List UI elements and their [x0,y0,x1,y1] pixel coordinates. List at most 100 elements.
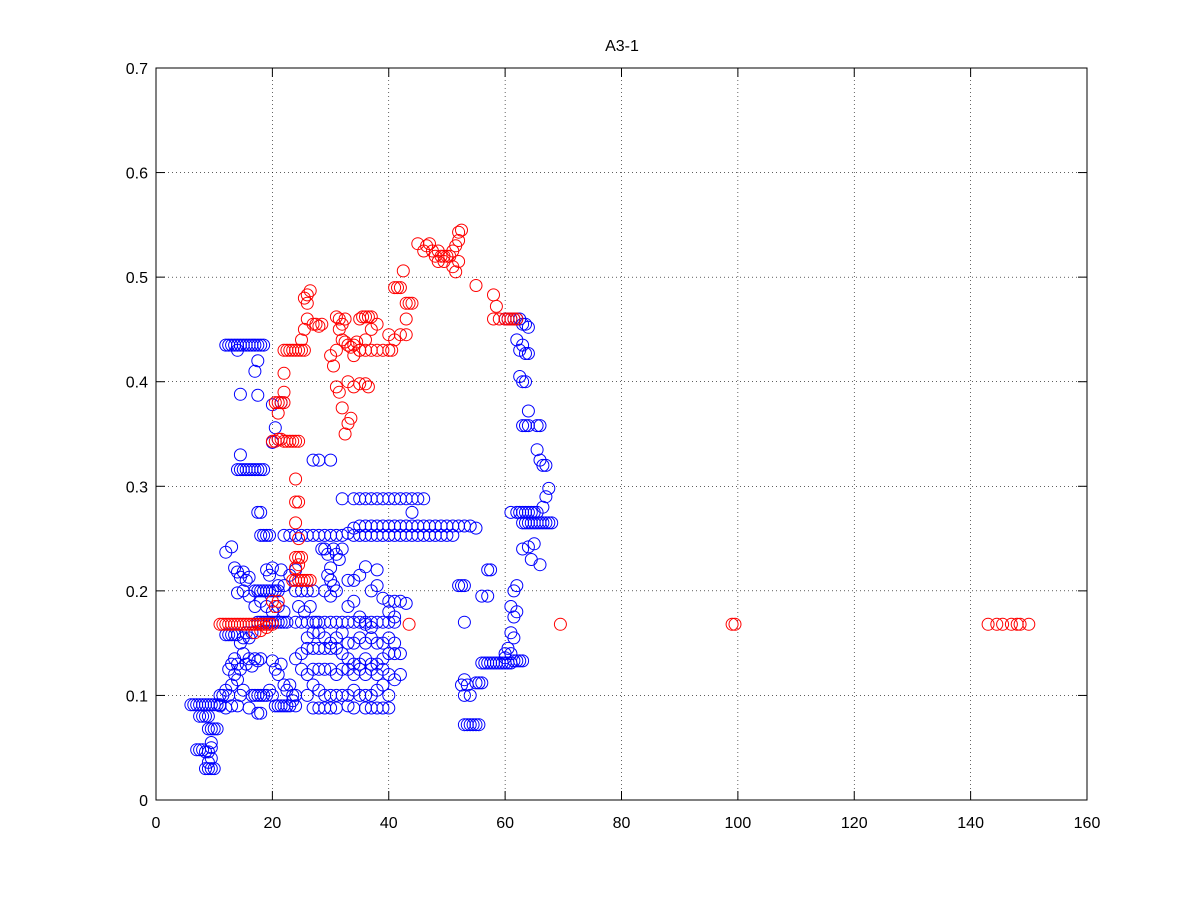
data-point [472,676,486,690]
data-point [332,553,346,566]
data-point [539,490,553,504]
data-point [263,568,276,582]
data-point [254,528,268,542]
data-point [423,237,436,251]
data-point [324,589,338,603]
data-point [341,636,355,650]
data-point [283,434,297,448]
data-point [289,343,303,357]
data-point [225,540,239,554]
data-point [440,528,454,542]
data-point [268,396,282,410]
data-point [289,434,303,448]
x-tick-label: 60 [496,815,514,832]
data-point [295,343,308,357]
data-point [417,492,431,506]
data-point [277,396,291,410]
data-point [260,621,274,634]
data-point [300,584,314,598]
data-point [376,701,390,715]
data-point [335,662,349,676]
data-point [457,579,471,593]
data-point [303,600,317,613]
data-point [248,364,262,378]
data-point [469,676,483,690]
data-point [274,657,288,671]
data-point [484,563,498,577]
data-point [251,388,265,402]
data-point [524,505,538,519]
data-point [359,560,372,574]
data-point [329,343,343,357]
data-point [295,333,308,347]
data-point [248,338,262,352]
data-point [318,662,332,676]
data-point [728,617,742,631]
data-point [231,343,244,357]
x-tick-label: 20 [263,815,281,832]
data-point [251,688,265,702]
data-point [335,492,349,506]
data-point [388,281,402,295]
y-tick-label: 0.6 [126,166,148,183]
data-point [530,419,544,433]
data-point [295,550,308,564]
data-point [1004,617,1018,631]
data-point [521,320,535,334]
data-point [533,558,547,572]
data-point [332,312,346,326]
data-point [516,419,530,433]
data-point [251,463,265,477]
data-point [289,550,303,564]
data-point [519,419,532,433]
data-point [289,516,303,530]
data-point [254,706,268,720]
data-point [539,458,553,472]
data-point [519,347,532,360]
data-point [309,317,323,331]
data-point [516,375,530,389]
y-tick-label: 0.1 [126,688,148,705]
data-point [391,281,404,295]
data-point [455,579,468,593]
data-point [475,589,489,603]
data-point [536,458,550,472]
data-point [350,335,364,349]
y-tick-label: 0 [139,793,148,810]
y-tick-label: 0.2 [126,584,148,601]
data-point [457,615,471,629]
data-point [309,615,323,629]
data-point [286,688,300,702]
data-point [388,636,402,650]
data-point [204,762,218,776]
y-tick-label: 0.4 [126,375,148,392]
data-point [507,610,521,624]
data-point [527,505,541,519]
data-point [513,654,527,668]
data-point [545,516,559,530]
data-point [300,288,314,302]
data-point [527,537,541,551]
data-point [469,718,483,732]
data-point [449,265,463,279]
data-point [501,312,515,326]
data-point [382,343,396,357]
data-point [446,528,460,542]
data-point [289,495,303,509]
data-point [507,312,521,326]
data-point [411,237,425,251]
data-point [370,579,384,593]
data-point [204,741,218,755]
x-tick-label: 40 [380,815,398,832]
data-point [996,617,1010,631]
data-point [411,492,425,506]
data-point [201,709,215,723]
data-point [405,296,419,310]
data-point [277,385,291,399]
data-point [481,589,495,603]
data-point [292,343,306,357]
data-point [507,654,521,668]
data-point [251,505,265,519]
data-point [338,312,352,326]
data-point [341,338,355,352]
